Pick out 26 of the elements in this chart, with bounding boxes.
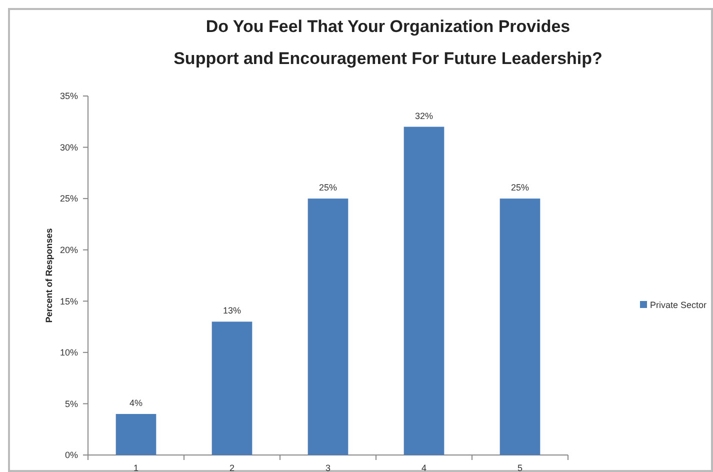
y-tick-label: 15%	[60, 296, 78, 306]
y-tick-label: 30%	[60, 142, 78, 152]
y-tick-label: 35%	[60, 91, 78, 102]
y-axis-title: Percent of Responses	[44, 228, 54, 323]
data-label: 32%	[414, 110, 434, 121]
bar	[212, 322, 252, 455]
x-tick-label: 1	[133, 463, 139, 472]
y-tick-label: 0%	[64, 450, 78, 460]
y-tick-label: 10%	[60, 348, 78, 358]
data-label: 4%	[129, 398, 143, 408]
y-tick-label: 20%	[60, 245, 78, 256]
x-tick-label: 3	[325, 463, 331, 472]
data-label: 25%	[510, 182, 530, 193]
bar	[308, 198, 348, 455]
data-label: 25%	[318, 182, 338, 193]
chart-title: Do You Feel That Your Organization Provides Support and Encouragement For Future Leadership?	[174, 17, 602, 68]
bar	[404, 126, 444, 455]
x-tick-label: 4	[421, 463, 427, 472]
y-tick-label: 5%	[64, 398, 78, 409]
bar	[116, 414, 156, 455]
bar	[500, 198, 540, 455]
y-tick-label: 25%	[60, 194, 78, 204]
x-tick-label: 2	[229, 463, 235, 472]
legend-label: Private Sector	[650, 300, 707, 310]
x-tick-label: 5	[517, 463, 523, 472]
data-label: 13%	[222, 306, 242, 316]
